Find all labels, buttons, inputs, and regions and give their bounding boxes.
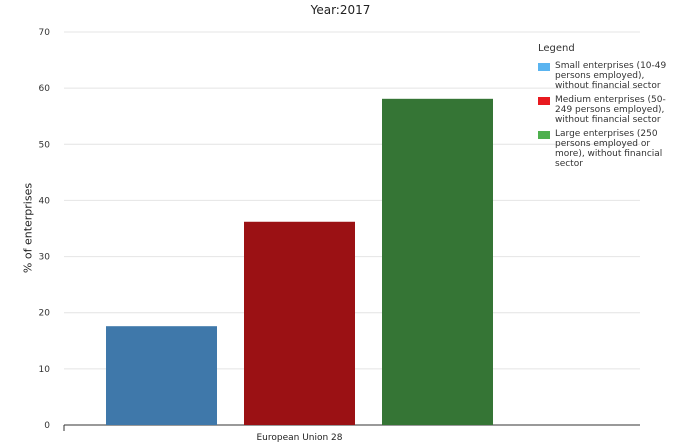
legend-swatch-medium (538, 97, 550, 105)
legend-title: Legend (538, 43, 575, 54)
y-tick-label: 0 (44, 421, 50, 431)
legend-label-small: Small enterprises (10-49 persons employe… (555, 61, 667, 91)
legend-item-large[interactable]: Large enterprises (250 persons employed … (538, 129, 678, 169)
y-tick-label: 30 (39, 253, 51, 263)
bar-small-enterprises (106, 326, 217, 425)
legend-label-medium: Medium enterprises (50-249 persons emplo… (555, 95, 666, 125)
chart-title: Year:2017 (310, 3, 371, 17)
y-tick-label: 40 (39, 196, 51, 206)
bar-large-enterprises (382, 98, 493, 425)
y-tick-label: 70 (39, 28, 51, 38)
legend-item-small[interactable]: Small enterprises (10-49 persons employe… (538, 61, 678, 91)
y-tick-label: 60 (39, 84, 51, 94)
bar-medium-enterprises (244, 221, 355, 425)
legend-label-large: Large enterprises (250 persons employed … (555, 129, 663, 169)
y-tick-label: 10 (39, 365, 51, 375)
legend: Legend Small enterprises (10-49 persons … (538, 43, 678, 173)
y-axis-label: % of enterprises (21, 182, 35, 274)
y-tick-label: 50 (39, 140, 51, 150)
y-tick-label: 20 (39, 309, 51, 319)
x-tick-label: European Union 28 (256, 433, 342, 443)
legend-swatch-small (538, 63, 550, 71)
legend-swatch-large (538, 131, 550, 139)
legend-item-medium[interactable]: Medium enterprises (50-249 persons emplo… (538, 95, 678, 125)
